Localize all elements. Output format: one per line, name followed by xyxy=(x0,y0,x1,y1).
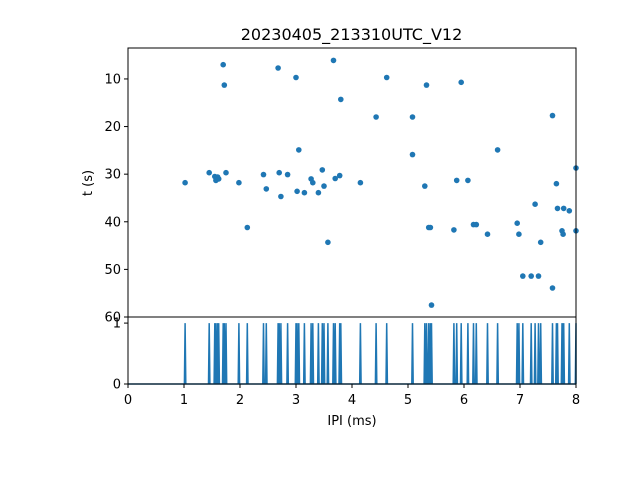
spike-x-tick-label: 0 xyxy=(124,393,132,408)
scatter-point xyxy=(554,205,561,212)
scatter-point xyxy=(319,167,326,173)
chart-title: 20230405_213310UTC_V12 xyxy=(241,25,463,45)
scatter-y-tick-label: 10 xyxy=(104,72,121,87)
scatter-point xyxy=(422,183,428,189)
scatter-y-axis-label: t (s) xyxy=(81,170,96,196)
scatter-points xyxy=(182,57,579,308)
scatter-point xyxy=(293,74,299,81)
spike-x-tick-label: 4 xyxy=(348,393,356,408)
scatter-point xyxy=(494,147,501,153)
scatter-point xyxy=(383,74,390,81)
scatter-point xyxy=(315,189,322,196)
scatter-point xyxy=(296,147,302,153)
spike-y-tick-label: 1 xyxy=(113,317,121,332)
scatter-point xyxy=(284,171,291,178)
scatter-point xyxy=(260,171,267,178)
scatter-point xyxy=(560,205,567,212)
scatter-y-tick-label: 40 xyxy=(104,215,121,230)
scatter-point xyxy=(423,82,430,88)
scatter-point xyxy=(373,114,379,120)
scatter-point xyxy=(535,273,542,279)
scatter-point xyxy=(275,65,281,71)
scatter-point xyxy=(549,112,556,119)
scatter-point xyxy=(321,183,327,189)
spike-x-tick-label: 7 xyxy=(516,393,524,408)
spike-x-tick-label: 2 xyxy=(236,393,244,408)
scatter-point xyxy=(330,57,337,64)
scatter-y-ticks: 10 20 30 40 50 60 xyxy=(104,72,128,326)
scatter-point xyxy=(516,231,522,237)
scatter-point xyxy=(520,273,526,279)
scatter-point xyxy=(549,285,556,291)
scatter-point xyxy=(453,177,460,184)
scatter-point xyxy=(206,169,212,176)
spike-x-ticks: 0 1 2 3 4 5 6 7 8 xyxy=(124,384,580,408)
scatter-point xyxy=(236,179,242,186)
scatter-point xyxy=(332,175,339,182)
scatter-point xyxy=(458,79,465,86)
scatter-point xyxy=(532,201,538,207)
spike-x-tick-label: 1 xyxy=(180,393,188,408)
spike-y-ticks: 01 xyxy=(113,317,128,393)
spike-axes-frame xyxy=(127,316,577,385)
scatter-y-tick-label: 20 xyxy=(104,120,121,135)
scatter-point xyxy=(336,172,343,179)
scatter-plot: 10 20 30 40 50 60 t (s) xyxy=(81,47,579,326)
scatter-point xyxy=(220,61,226,68)
spike-x-tick-label: 6 xyxy=(460,393,468,408)
scatter-point xyxy=(409,151,416,158)
scatter-point xyxy=(301,189,308,196)
scatter-point xyxy=(451,227,457,233)
scatter-point xyxy=(310,179,316,186)
scatter-point xyxy=(223,169,229,176)
scatter-point xyxy=(215,176,222,182)
scatter-point xyxy=(182,179,188,186)
scatter-y-tick-label: 60 xyxy=(104,311,121,326)
scatter-y-tick-label: 30 xyxy=(104,168,121,183)
scatter-point xyxy=(427,224,434,231)
scatter-point xyxy=(484,231,491,237)
scatter-point xyxy=(560,231,566,237)
scatter-point xyxy=(325,239,331,246)
scatter-point xyxy=(537,239,544,246)
spike-x-tick-label: 3 xyxy=(292,393,300,408)
scatter-point xyxy=(357,179,364,186)
scatter-point xyxy=(278,193,284,200)
scatter-point xyxy=(428,302,435,308)
spike-series-line xyxy=(128,323,577,385)
scatter-point xyxy=(528,273,534,279)
scatter-point xyxy=(409,114,416,120)
scatter-y-tick-label: 50 xyxy=(104,263,121,278)
scatter-point xyxy=(221,82,228,88)
scatter-point xyxy=(276,169,283,176)
scatter-point xyxy=(566,208,573,214)
scatter-point xyxy=(553,180,560,187)
scatter-point xyxy=(263,186,270,192)
spike-y-tick-label: 0 xyxy=(113,378,121,393)
scatter-point xyxy=(338,96,344,103)
spike-x-tick-label: 5 xyxy=(404,393,412,408)
spike-x-tick-label: 8 xyxy=(572,393,580,408)
scatter-point xyxy=(294,188,300,195)
scatter-point xyxy=(465,177,471,184)
scatter-point xyxy=(514,220,520,226)
spike-x-axis-label: IPI (ms) xyxy=(327,414,376,429)
scatter-point xyxy=(244,224,251,231)
scatter-point xyxy=(473,221,480,228)
